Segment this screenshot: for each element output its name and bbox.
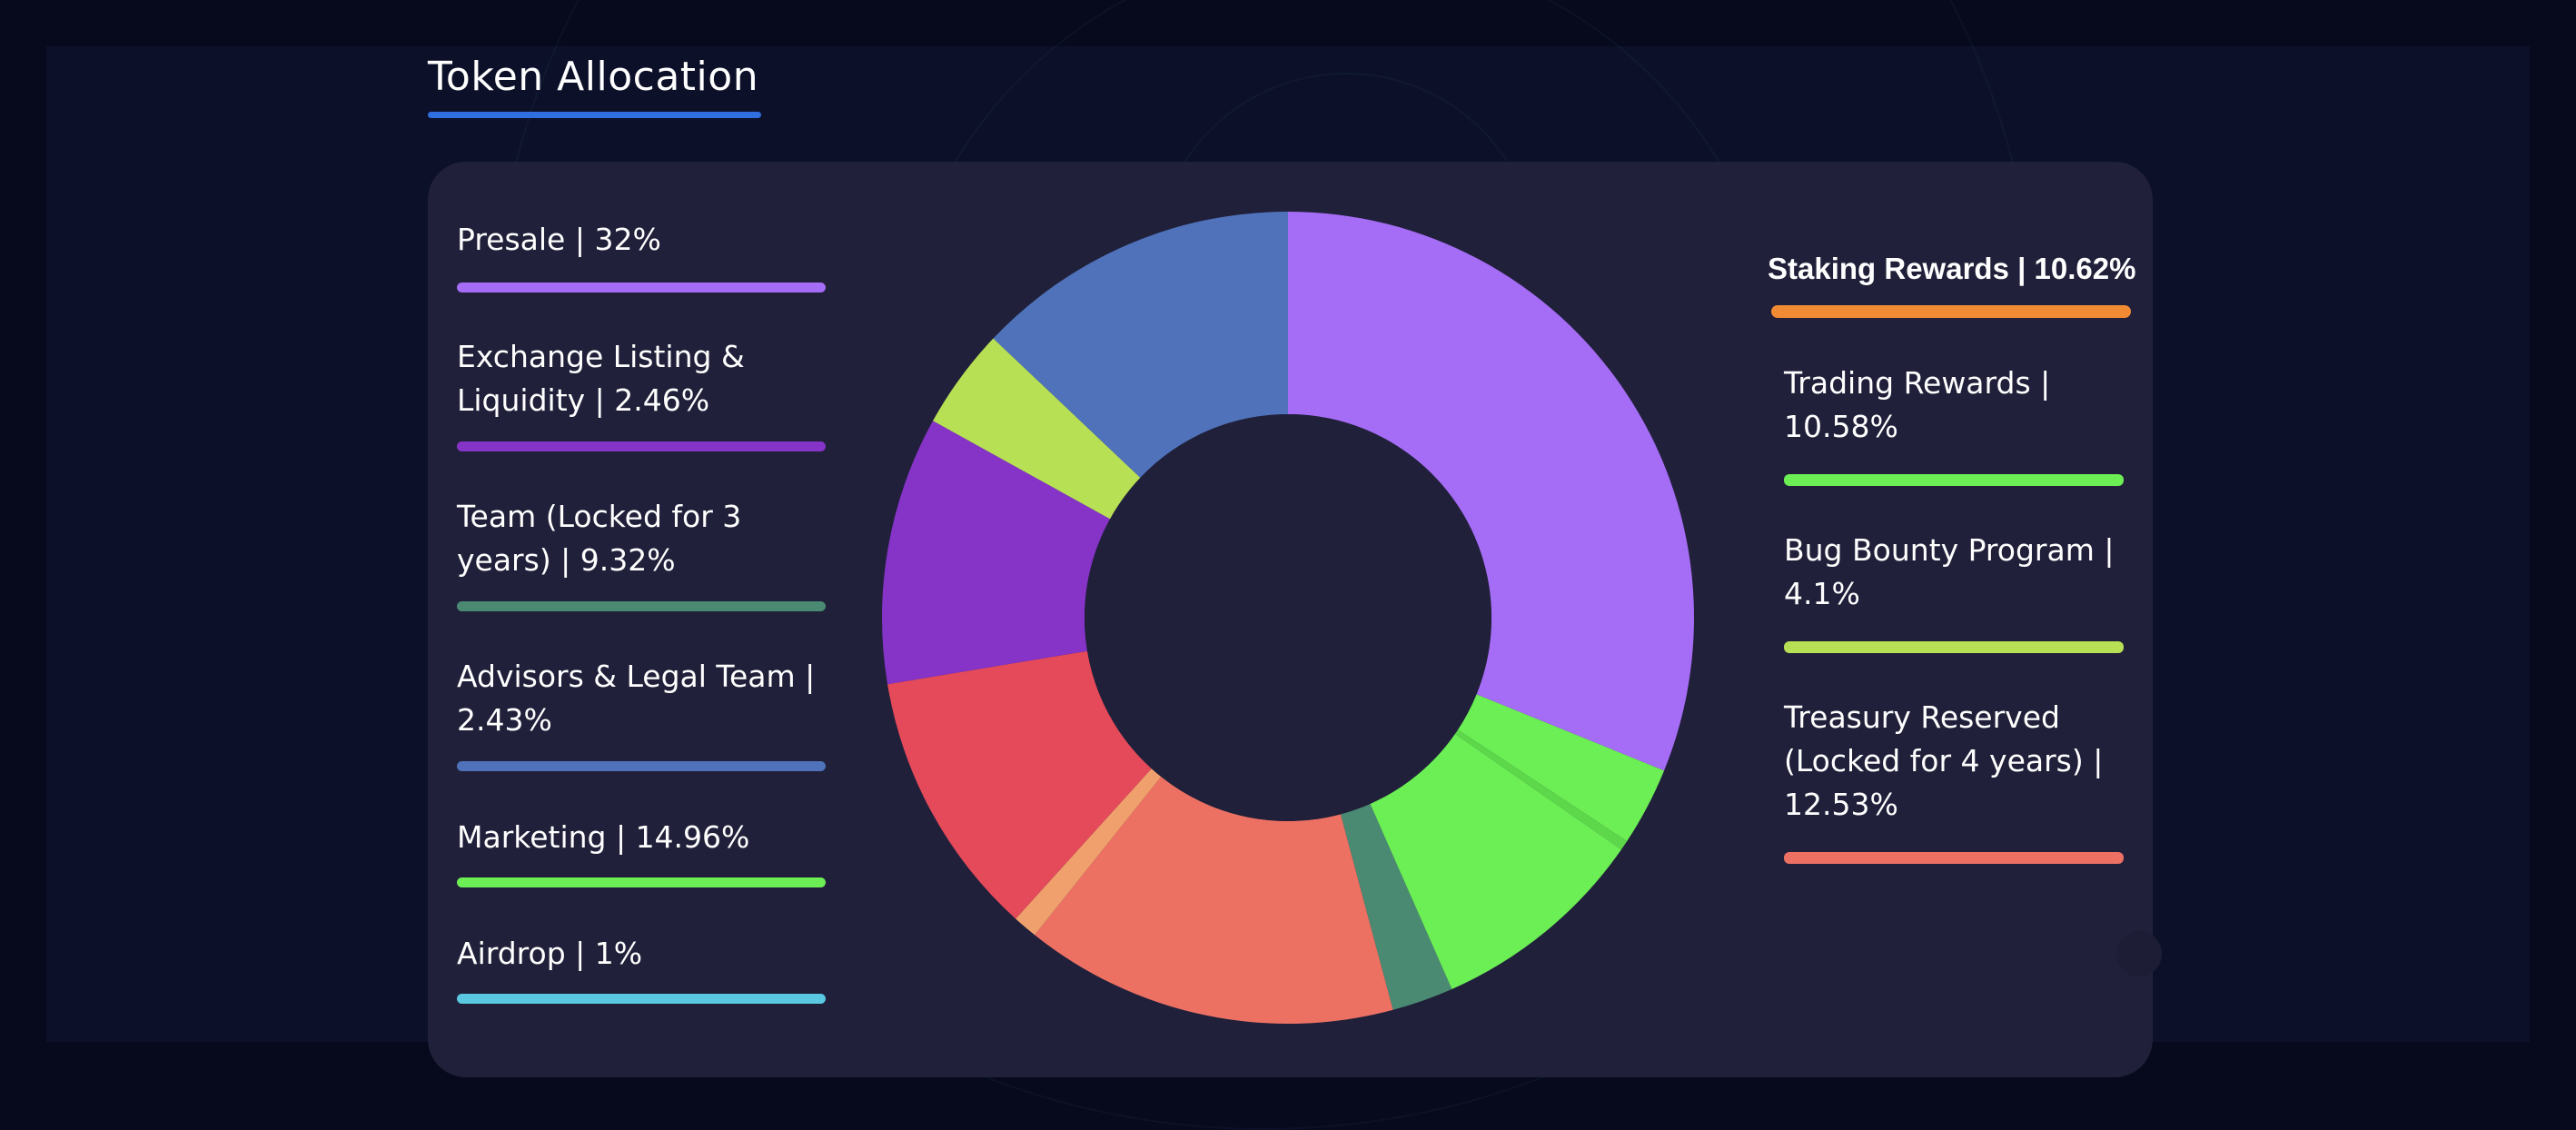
legend-item-marketing: Marketing | 14.96% <box>457 816 838 859</box>
scroll-handle <box>2116 931 2162 976</box>
legend-bar-marketing <box>457 877 826 887</box>
legend-bar-exchange-listing <box>457 441 826 451</box>
legend-label: Bug Bounty Program | 4.1% <box>1784 532 2115 611</box>
legend-label: Staking Rewards | 10.62% <box>1768 252 2136 285</box>
legend-label: Treasury Reserved (Locked for 4 years) |… <box>1784 699 2104 822</box>
legend-label: Presale | 32% <box>457 222 661 257</box>
legend-item-staking-rewards: Staking Rewards | 10.62% <box>1768 247 2140 291</box>
legend-bar-airdrop <box>457 994 826 1004</box>
title-underline <box>428 112 761 118</box>
donut-slice-1 <box>1288 212 1694 771</box>
legend-item-trading-rewards: Trading Rewards | 10.58% <box>1784 362 2120 449</box>
legend-bar-presale <box>457 282 826 292</box>
legend-item-advisors: Advisors & Legal Team | 2.43% <box>457 655 838 742</box>
legend-item-presale: Presale | 32% <box>457 218 838 262</box>
legend-label: Trading Rewards | 10.58% <box>1784 365 2051 444</box>
legend-label: Advisors & Legal Team | 2.43% <box>457 659 816 738</box>
legend-bar-treasury-reserved <box>1784 852 2124 864</box>
page-title: Token Allocation <box>428 54 759 100</box>
donut-slice-8 <box>887 650 1152 919</box>
donut-slice-4 <box>1370 733 1621 989</box>
legend-item-exchange-listing: Exchange Listing & Liquidity | 2.46% <box>457 335 802 422</box>
donut-slice-3 <box>1454 729 1628 850</box>
donut-chart <box>882 212 1694 1024</box>
donut-slice-11 <box>993 212 1288 478</box>
legend-bar-staking-rewards <box>1771 305 2131 318</box>
legend-bar-advisors <box>457 761 826 771</box>
donut-slice-7 <box>1016 768 1162 936</box>
legend-item-airdrop: Airdrop | 1% <box>457 932 838 976</box>
legend-label: Airdrop | 1% <box>457 936 643 971</box>
donut-slice-10 <box>933 338 1141 520</box>
donut-slice-2 <box>1457 694 1665 842</box>
legend-bar-trading-rewards <box>1784 474 2124 486</box>
legend-item-bug-bounty: Bug Bounty Program | 4.1% <box>1784 529 2120 616</box>
legend-bar-bug-bounty <box>1784 641 2124 653</box>
legend-label: Team (Locked for 3 years) | 9.32% <box>457 499 742 578</box>
donut-slice-9 <box>882 421 1111 685</box>
legend-bar-team <box>457 601 826 611</box>
legend-item-treasury-reserved: Treasury Reserved (Locked for 4 years) |… <box>1784 696 2120 827</box>
donut-slice-5 <box>1340 803 1452 1010</box>
legend-label: Exchange Listing & Liquidity | 2.46% <box>457 339 745 418</box>
legend-label: Marketing | 14.96% <box>457 819 750 855</box>
donut-hole <box>1085 414 1491 821</box>
legend-item-team: Team (Locked for 3 years) | 9.32% <box>457 495 802 582</box>
donut-slice-6 <box>1035 777 1393 1024</box>
